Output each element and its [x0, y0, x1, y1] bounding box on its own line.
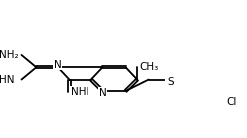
Text: Cl: Cl — [226, 97, 237, 107]
Text: S: S — [167, 77, 173, 87]
Text: NH: NH — [71, 87, 86, 97]
Text: CH₃: CH₃ — [140, 62, 159, 72]
Text: HN: HN — [0, 75, 15, 85]
Text: NH: NH — [73, 87, 88, 97]
Text: N: N — [54, 60, 62, 70]
Text: NH₂: NH₂ — [0, 50, 19, 60]
Text: N: N — [99, 88, 106, 98]
